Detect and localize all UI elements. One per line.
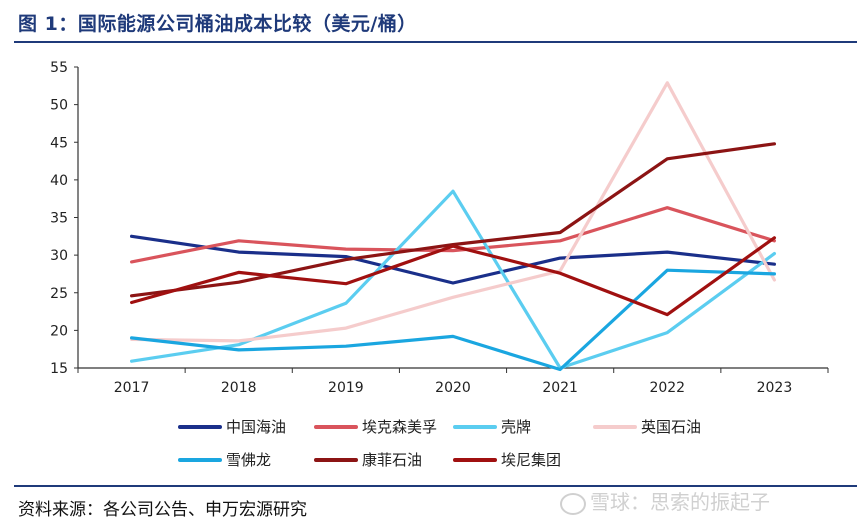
- series-line-7: [130, 236, 777, 317]
- watermark-text: 雪球：思索的振起子: [590, 490, 770, 514]
- figure-title: 图 1：国际能源公司桶油成本比较（美元/桶）: [18, 13, 417, 35]
- y-tick-label: 25: [50, 286, 68, 302]
- legend-label: 康菲石油: [362, 451, 422, 469]
- series-line-1: [130, 234, 777, 285]
- x-tick-label: 2017: [114, 380, 150, 396]
- x-tick-label: 2018: [221, 380, 257, 396]
- y-tick-label: 15: [50, 361, 68, 377]
- line-chart: 15 20 25 30 35 40 45 50 55 2017 2018 2019 2020 2021 20…: [50, 60, 829, 469]
- legend-label: 埃尼集团: [501, 451, 561, 469]
- source-note: 资料来源：各公司公告、申万宏源研究: [18, 500, 307, 520]
- watermark: 雪球：思索的振起子: [560, 486, 770, 515]
- x-tick-label: 2020: [435, 380, 471, 396]
- series-line-2: [130, 206, 777, 264]
- y-tick-label: 35: [50, 211, 68, 227]
- legend-label: 中国海油: [226, 418, 286, 436]
- chart-series-lines: [130, 81, 777, 372]
- x-tick-label: 2022: [649, 380, 685, 396]
- series-line-4: [130, 81, 777, 343]
- legend-label: 英国石油: [641, 418, 701, 436]
- source-divider: [14, 485, 857, 487]
- x-tick-label: 2023: [757, 380, 793, 396]
- wechat-icon: [560, 492, 586, 515]
- chart-axes: 15 20 25 30 35 40 45 50 55 2017 2018 2019 2020 2021 20…: [50, 60, 829, 396]
- series-line-3: [130, 189, 777, 370]
- series-line-5: [130, 268, 777, 372]
- y-tick-label: 45: [50, 135, 68, 151]
- x-tick-label: 2021: [542, 380, 578, 396]
- legend-label: 埃克森美孚: [362, 418, 437, 436]
- y-tick-label: 50: [50, 98, 68, 114]
- y-tick-label: 30: [50, 248, 68, 264]
- x-tick-label: 2019: [328, 380, 364, 396]
- legend-label: 雪佛龙: [226, 451, 271, 469]
- legend-label: 壳牌: [501, 418, 531, 436]
- y-tick-label: 55: [50, 60, 68, 76]
- y-tick-label: 20: [50, 323, 68, 339]
- y-tick-label: 40: [50, 173, 68, 189]
- title-divider: [14, 41, 857, 43]
- series-line-6: [130, 142, 777, 298]
